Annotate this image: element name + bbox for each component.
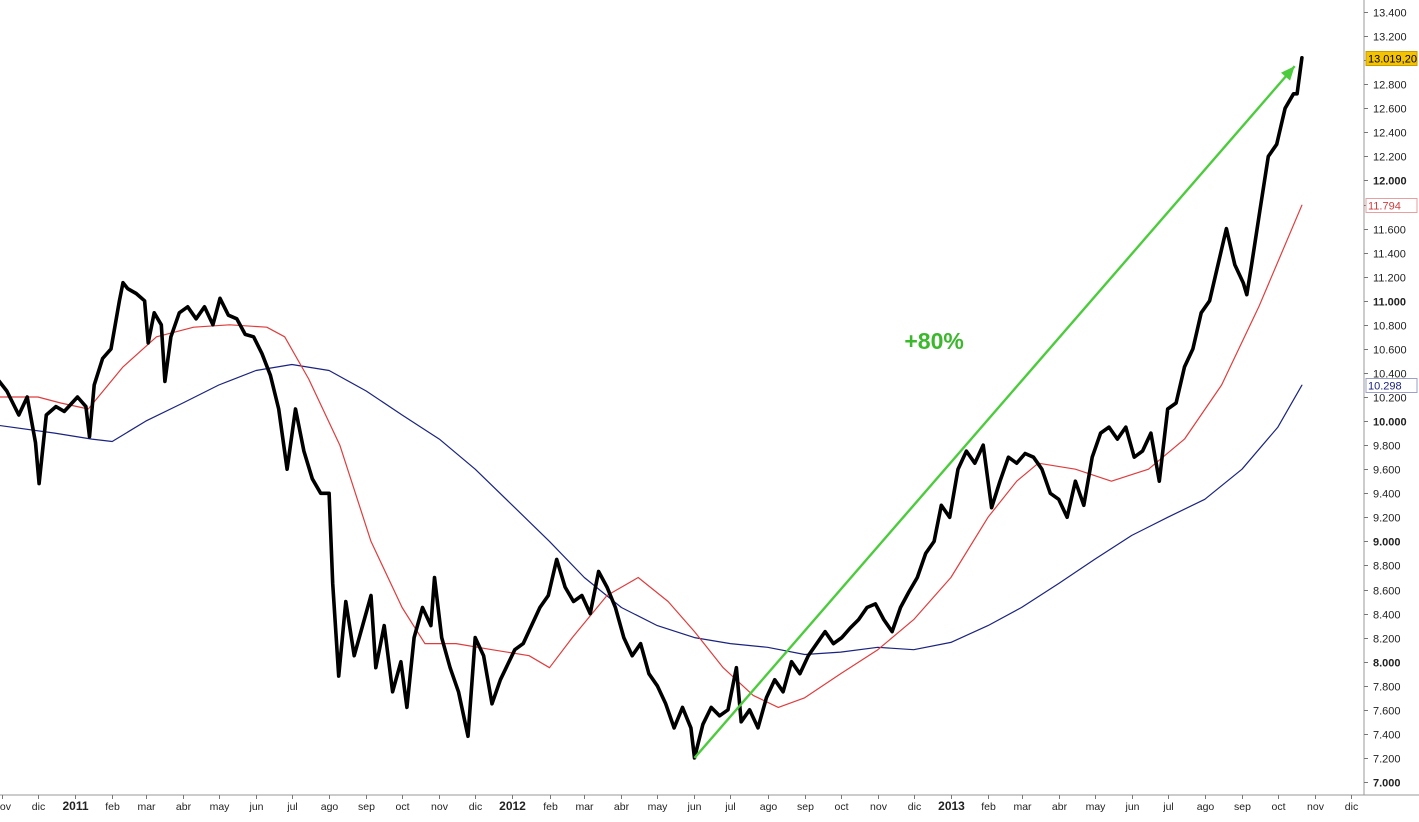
x-tick-label: feb [981, 801, 996, 813]
x-tick-label: jun [1124, 801, 1139, 813]
x-tick-label: abr [176, 801, 192, 813]
y-tick-label: 12.200 [1373, 152, 1407, 164]
y-tick-label: 8.600 [1373, 586, 1401, 598]
y-tick-label: 8.400 [1373, 610, 1401, 622]
x-tick-label: dic [32, 801, 45, 813]
y-tick-label: 13.200 [1373, 32, 1407, 44]
x-tick-label: jun [248, 801, 263, 813]
y-tick-label: 8.200 [1373, 634, 1401, 646]
y-tick-label: 7.200 [1373, 754, 1401, 766]
x-tick-label: mar [1013, 801, 1032, 813]
x-tick-label: 2011 [62, 799, 88, 813]
x-tick-label: nov [0, 801, 12, 813]
long-ma-value-label: 10.298 [1368, 381, 1402, 393]
x-tick-label: jul [286, 801, 298, 813]
growth-arrowhead [1280, 66, 1295, 81]
y-tick-label: 9.400 [1373, 489, 1401, 501]
y-tick-label: 11.000 [1373, 297, 1406, 309]
x-tick-label: jul [724, 801, 736, 813]
y-tick-label: 10.000 [1373, 417, 1407, 429]
x-tick-label: nov [870, 801, 888, 813]
y-tick-label: 10.800 [1373, 321, 1407, 333]
y-tick-label: 7.600 [1373, 706, 1401, 718]
x-tick-label: 2013 [938, 799, 965, 813]
y-tick-label: 9.600 [1373, 465, 1401, 477]
y-tick-label: 9.000 [1373, 537, 1401, 549]
y-tick-label: 12.400 [1373, 128, 1407, 140]
short-ma-value-label-box [1365, 198, 1418, 213]
x-tick-label: oct [834, 801, 848, 813]
x-tick-label: sep [1234, 801, 1251, 813]
y-tick-label: 12.600 [1373, 104, 1407, 116]
annotations-group: +80% [693, 65, 1296, 759]
long-ma-line [0, 363, 1303, 656]
growth-arrow [693, 65, 1296, 759]
last-price-label-box [1365, 51, 1418, 66]
x-tick-label: may [648, 801, 669, 813]
y-tick-label: 11.400 [1373, 249, 1406, 261]
x-tick-label: ago [1197, 801, 1215, 813]
x-tick-label: jul [1162, 801, 1174, 813]
y-tick-label: 8.800 [1373, 561, 1401, 573]
y-tick-label: 10.400 [1373, 369, 1407, 381]
y-tick-label: 8.000 [1373, 658, 1401, 670]
x-tick-label: dic [908, 801, 921, 813]
x-tick-label: nov [431, 801, 449, 813]
x-tick-label: sep [797, 801, 814, 813]
x-tick-label: may [210, 801, 231, 813]
x-tick-label: oct [1271, 801, 1285, 813]
x-tick-label: dic [1345, 801, 1358, 813]
last-price-label: 13.019,20 [1368, 54, 1417, 66]
x-tick-label: dic [469, 801, 482, 813]
x-tick-label: ago [321, 801, 339, 813]
series-group [0, 56, 1304, 760]
x-tick-label: oct [395, 801, 409, 813]
y-tick-label: 10.600 [1373, 345, 1407, 357]
y-tick-label: 7.000 [1373, 778, 1401, 790]
short-ma-line [0, 204, 1303, 708]
x-tick-label: ago [760, 801, 778, 813]
y-tick-label: 11.200 [1373, 273, 1406, 285]
y-tick-label: 9.200 [1373, 513, 1401, 525]
x-tick-label: abr [1052, 801, 1068, 813]
x-tick-label: mar [575, 801, 594, 813]
y-tick-label: 11.600 [1373, 225, 1406, 237]
x-tick-label: abr [614, 801, 630, 813]
growth-label: +80% [904, 328, 963, 354]
y-tick-label: 12.000 [1373, 176, 1407, 188]
x-tick-label: feb [543, 801, 558, 813]
x-tick-label: jun [686, 801, 701, 813]
x-tick-label: 2012 [499, 799, 526, 813]
price-labels-group: 13.019,20 11.794 10.298 [1365, 51, 1418, 393]
y-tick-label: 13.400 [1373, 8, 1407, 20]
x-tick-label: sep [358, 801, 375, 813]
x-tick-label: may [1086, 801, 1107, 813]
x-tick-label: nov [1307, 801, 1325, 813]
y-tick-label: 7.400 [1373, 730, 1401, 742]
y-tick-label: 7.800 [1373, 682, 1401, 694]
y-tick-label: 12.800 [1373, 80, 1407, 92]
y-tick-label: 9.800 [1373, 441, 1401, 453]
short-ma-value-label: 11.794 [1368, 201, 1401, 213]
x-tick-label: mar [137, 801, 156, 813]
long-ma-value-label-box [1365, 378, 1418, 393]
price-line [0, 56, 1304, 760]
x-tick-label: feb [105, 801, 120, 813]
y-tick-label: 10.200 [1373, 393, 1407, 405]
